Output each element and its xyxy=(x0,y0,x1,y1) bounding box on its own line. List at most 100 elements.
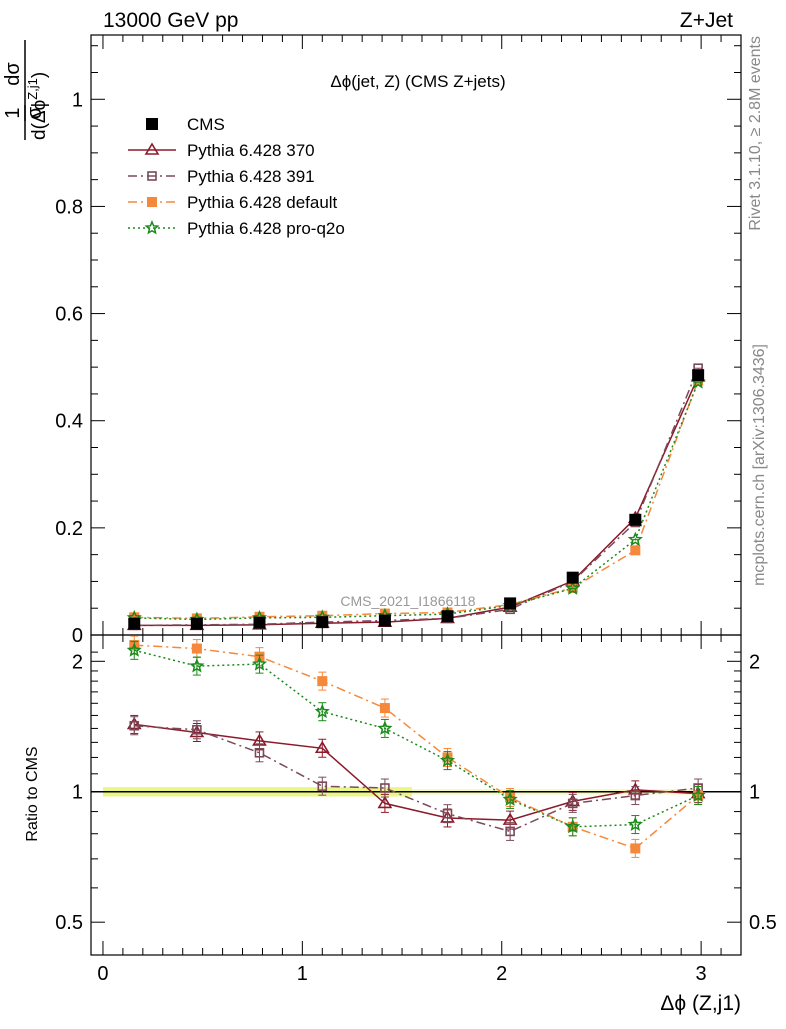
main-point-cms xyxy=(316,616,329,629)
main-plot-title: Δϕ(jet, Z) (CMS Z+jets) xyxy=(330,72,505,91)
legend-entry-pdefault: Pythia 6.428 default xyxy=(128,193,338,212)
legend-entry-p391: Pythia 6.428 391 xyxy=(128,167,315,186)
main-point-cms xyxy=(441,610,454,623)
legend-entry-pq2o: Pythia 6.428 pro-q2o xyxy=(128,219,345,238)
main-line-pdefault xyxy=(134,380,699,620)
main-series-pq2o xyxy=(126,374,706,626)
ratio-point-p391 xyxy=(630,790,641,801)
main-point-pq2o xyxy=(565,580,581,595)
ratio-point-p391 xyxy=(317,781,328,791)
ratio-point-pq2o xyxy=(439,752,456,768)
legend-marker-p370 xyxy=(144,142,160,155)
x-tick-label: 3 xyxy=(696,963,707,985)
ratio-panel-frame xyxy=(90,634,742,956)
ratio-point-p391 xyxy=(254,747,265,758)
main-y-axis-label: 1 σ dσ d(ΔϕZ,j1) xyxy=(2,40,50,140)
ratio-y-tick-label: 0.5 xyxy=(55,912,83,934)
ratio-panel: 0.5 0.5 1 1 2 2 0 1 2 3 xyxy=(55,634,777,985)
legend-label-pq2o: Pythia 6.428 pro-q2o xyxy=(187,219,345,238)
main-point-cms xyxy=(128,617,141,630)
main-y-tick-label: 0.8 xyxy=(55,196,83,218)
main-point-cms xyxy=(253,616,266,629)
ratio-point-pq2o xyxy=(565,818,581,834)
main-point-pdefault xyxy=(630,545,641,556)
main-point-cms xyxy=(629,513,642,526)
legend-label-p391: Pythia 6.428 391 xyxy=(187,167,315,186)
main-y-tick-label: 0.2 xyxy=(55,518,83,540)
ratio-point-pq2o xyxy=(502,791,518,806)
main-point-cms xyxy=(378,614,391,627)
ratio-point-pq2o xyxy=(189,658,205,673)
ratio-y-tick-label: 2 xyxy=(72,651,83,673)
main-point-pdefault xyxy=(379,608,390,619)
legend-entry-p370: Pythia 6.428 370 xyxy=(128,141,315,160)
ratio-point-p391 xyxy=(129,720,140,731)
legend-marker-pdefault xyxy=(147,197,157,207)
main-point-pq2o xyxy=(627,531,643,547)
legend-marker-pq2o xyxy=(144,220,160,235)
main-y-tick-label: 0 xyxy=(72,625,83,647)
ratio-point-pq2o xyxy=(251,656,268,671)
ratio-series-pdefault xyxy=(129,635,704,858)
header-right-label: Z+Jet xyxy=(680,9,733,32)
ratio-series-pq2o xyxy=(126,640,706,837)
main-series-cms xyxy=(128,369,705,630)
legend-label-pdefault: Pythia 6.428 default xyxy=(187,193,338,212)
x-tick-label: 2 xyxy=(496,963,507,985)
main-point-pdefault xyxy=(129,612,140,623)
ratio-line-p391 xyxy=(134,725,699,833)
main-series-p391 xyxy=(129,363,703,631)
ratio-point-pq2o xyxy=(690,787,706,802)
rivet-version-label: Rivet 3.1.10, ≥ 2.8M events xyxy=(747,36,764,231)
ratio-point-p391 xyxy=(442,808,453,819)
main-point-cms xyxy=(504,597,517,610)
legend-marker-cms xyxy=(146,118,158,130)
ratio-point-pdefault xyxy=(317,676,328,687)
ratio-point-pdefault xyxy=(379,703,390,714)
ratio-point-pdefault xyxy=(191,643,202,654)
main-y-tick-label: 0.6 xyxy=(55,304,83,326)
analysis-label: CMS_2021_I1866118 xyxy=(340,593,475,609)
ylabel-sigma: σ xyxy=(24,106,46,119)
legend-label-p370: Pythia 6.428 370 xyxy=(187,141,315,160)
ylabel-one: 1 xyxy=(2,107,24,118)
ratio-point-p391 xyxy=(192,724,202,735)
ratio-series-p391 xyxy=(129,716,703,841)
main-series-pdefault xyxy=(129,375,704,624)
ratio-point-p370 xyxy=(377,795,393,809)
ylabel-d: d(ΔϕZ,j1) xyxy=(25,72,50,140)
legend-label-cms: CMS xyxy=(187,115,225,134)
main-series-p370 xyxy=(126,369,706,631)
main-line-p370 xyxy=(134,376,699,627)
main-line-p391 xyxy=(134,367,699,627)
ratio-point-p370 xyxy=(314,740,330,754)
ratio-series-p370 xyxy=(126,714,706,830)
ratio-y-axis-label: Ratio to CMS xyxy=(24,746,41,841)
ratio-point-pq2o xyxy=(627,816,643,831)
legend-entry-cms: CMS xyxy=(146,115,225,134)
main-point-cms xyxy=(692,369,705,382)
mcplots-label: mcplots.cern.ch [arXiv:1306.3436] xyxy=(751,344,768,586)
ratio-y-tick-label: 1 xyxy=(72,782,83,804)
ratio-y-tick-label-right: 1 xyxy=(749,782,760,804)
legend-marker-p391 xyxy=(147,171,157,181)
main-panel: 0 0.2 0.4 0.6 0.8 1 xyxy=(55,34,742,647)
x-tick-label: 1 xyxy=(297,963,308,985)
ratio-point-p391 xyxy=(505,826,515,837)
ratio-line-pq2o xyxy=(134,649,699,828)
header-left-label: 13000 GeV pp xyxy=(103,9,238,32)
x-tick-label: 0 xyxy=(97,963,108,985)
main-point-cms xyxy=(566,571,579,584)
main-point-cms xyxy=(190,617,203,630)
ratio-point-p391 xyxy=(567,798,578,809)
main-y-tick-label: 1 xyxy=(72,89,83,111)
ratio-point-pq2o xyxy=(377,720,393,735)
ratio-line-pdefault xyxy=(134,644,699,850)
main-line-pq2o xyxy=(134,381,699,621)
main-point-pdefault xyxy=(317,610,328,621)
ratio-line-p370 xyxy=(134,723,699,821)
x-axis-label: Δϕ (Z,j1) xyxy=(660,992,741,1015)
legend: CMS Pythia 6.428 370 Pythia 6.428 391 Pythi… xyxy=(128,115,345,238)
ratio-point-p391 xyxy=(380,783,390,793)
